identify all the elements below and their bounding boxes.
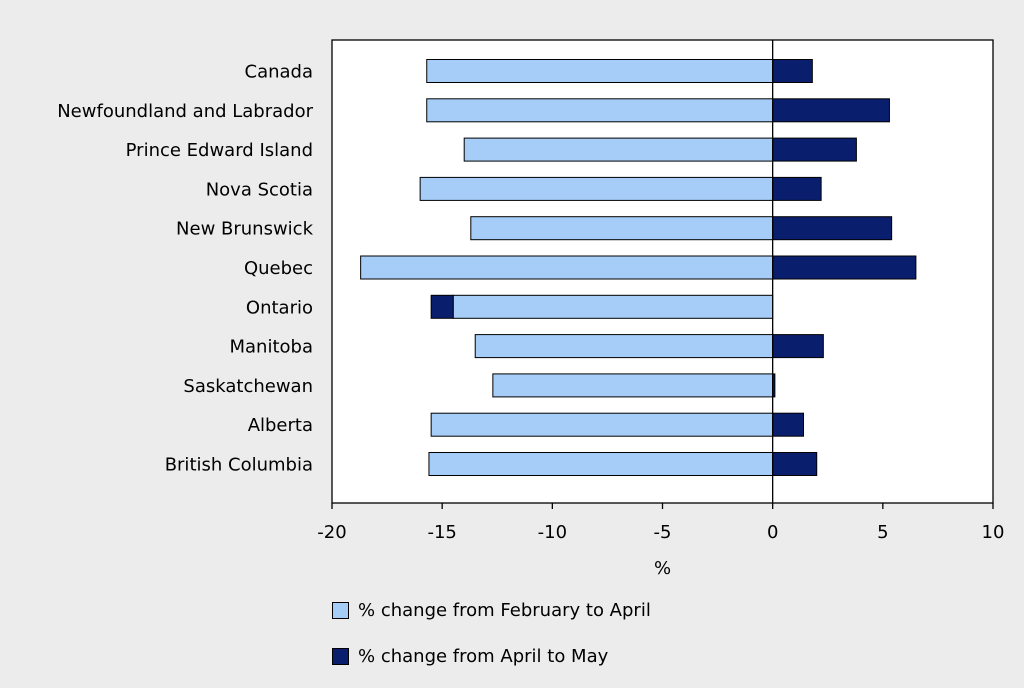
bar-feb-apr <box>426 98 774 123</box>
bar-apr-may <box>772 59 813 83</box>
bar-apr-may <box>772 255 917 280</box>
bar-apr-may <box>772 176 822 201</box>
bar-feb-apr <box>426 59 774 83</box>
bar-apr-may <box>772 216 893 241</box>
legend-swatch-feb-apr <box>332 601 349 619</box>
bar-apr-may <box>430 294 454 319</box>
category-label: Prince Edward Island <box>126 140 313 161</box>
x-tick-label: 10 <box>982 522 1005 543</box>
x-tick-label: -10 <box>538 522 567 543</box>
category-label: Alberta <box>248 415 313 436</box>
bar-feb-apr <box>430 412 774 437</box>
bar-feb-apr <box>452 294 774 319</box>
bar-feb-apr <box>428 452 774 476</box>
x-tick-label: 0 <box>767 522 778 543</box>
bar-apr-may <box>772 412 805 437</box>
x-tick-label: -5 <box>654 522 672 543</box>
category-label: Canada <box>245 62 314 83</box>
category-label: Quebec <box>244 258 313 279</box>
bar-feb-apr <box>463 137 774 162</box>
bar-feb-apr <box>474 334 774 359</box>
legend-swatch-apr-may <box>332 647 349 665</box>
legend-item-feb-apr: % change from February to April <box>332 596 651 624</box>
legend-label-apr-may: % change from April to May <box>358 645 609 667</box>
bar-apr-may <box>772 334 824 359</box>
x-tick-label: -15 <box>427 522 456 543</box>
legend: % change from February to April % change… <box>332 596 651 688</box>
category-label: British Columbia <box>165 455 313 476</box>
bar-feb-apr <box>419 176 774 201</box>
bar-feb-apr <box>360 255 774 280</box>
category-label: New Brunswick <box>176 219 314 240</box>
x-axis-title: % <box>654 558 671 579</box>
legend-item-apr-may: % change from April to May <box>332 642 651 670</box>
category-label: Ontario <box>246 297 313 318</box>
legend-label-feb-apr: % change from February to April <box>358 599 651 621</box>
bar-apr-may <box>772 452 818 476</box>
category-label: Nova Scotia <box>206 179 313 200</box>
bar-apr-may <box>772 137 857 162</box>
bar-feb-apr <box>492 373 774 398</box>
category-label: Newfoundland and Labrador <box>57 101 313 122</box>
bar-feb-apr <box>470 216 774 241</box>
bar-apr-may <box>772 98 890 123</box>
category-label: Manitoba <box>230 337 314 358</box>
category-label: Saskatchewan <box>183 376 313 397</box>
x-tick-label: 5 <box>877 522 888 543</box>
x-tick-label: -20 <box>317 522 346 543</box>
